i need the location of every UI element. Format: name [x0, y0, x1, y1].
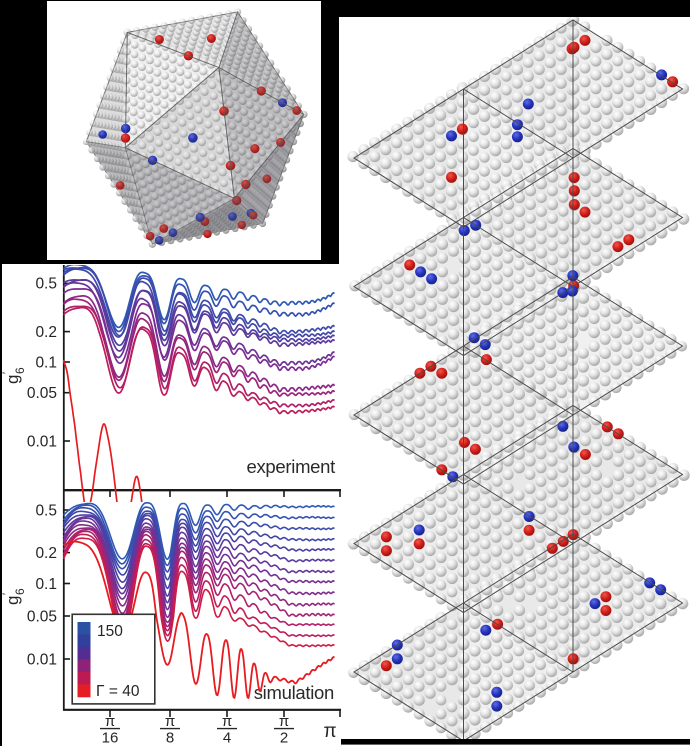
- svg-text:0.1: 0.1: [35, 576, 57, 593]
- svg-text:π: π: [105, 713, 115, 730]
- svg-text:4: 4: [223, 730, 231, 746]
- svg-text:8: 8: [166, 730, 174, 746]
- svg-text:2: 2: [280, 730, 288, 746]
- svg-text:π: π: [222, 713, 232, 730]
- svg-text:16: 16: [102, 730, 119, 746]
- svg-text:0.2: 0.2: [35, 545, 57, 562]
- svg-text:experiment: experiment: [246, 456, 335, 477]
- svg-text:′: ′: [1, 372, 13, 374]
- svg-text:g: g: [3, 375, 22, 384]
- svg-text:π: π: [323, 721, 336, 742]
- svg-text:simulation: simulation: [254, 682, 334, 703]
- svg-text:0.01: 0.01: [27, 433, 57, 450]
- svg-text:Γ = 40: Γ = 40: [96, 683, 140, 700]
- svg-text:0.01: 0.01: [27, 651, 57, 668]
- svg-text:6: 6: [13, 588, 27, 595]
- svg-text:150: 150: [97, 623, 123, 640]
- svg-text:′: ′: [1, 593, 13, 595]
- svg-text:6: 6: [13, 367, 27, 374]
- svg-text:0.05: 0.05: [27, 608, 57, 625]
- svg-text:g: g: [3, 596, 22, 605]
- svg-text:π: π: [165, 713, 175, 730]
- svg-text:0.1: 0.1: [35, 354, 57, 371]
- svg-text:0.2: 0.2: [35, 324, 57, 341]
- svg-text:0.05: 0.05: [27, 385, 57, 402]
- svg-text:π: π: [279, 713, 289, 730]
- svg-text:0.5: 0.5: [35, 502, 57, 519]
- svg-text:0.5: 0.5: [35, 276, 57, 293]
